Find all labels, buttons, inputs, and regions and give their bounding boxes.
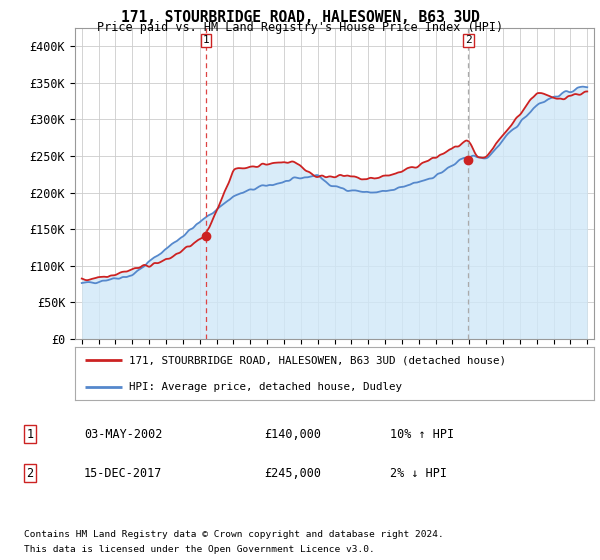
Text: 171, STOURBRIDGE ROAD, HALESOWEN, B63 3UD: 171, STOURBRIDGE ROAD, HALESOWEN, B63 3U… — [121, 10, 479, 25]
Text: Contains HM Land Registry data © Crown copyright and database right 2024.: Contains HM Land Registry data © Crown c… — [24, 530, 444, 539]
Text: HPI: Average price, detached house, Dudley: HPI: Average price, detached house, Dudl… — [130, 382, 403, 392]
Text: £140,000: £140,000 — [264, 427, 321, 441]
Text: 1: 1 — [26, 427, 34, 441]
Text: 15-DEC-2017: 15-DEC-2017 — [84, 466, 163, 480]
Text: 2% ↓ HPI: 2% ↓ HPI — [390, 466, 447, 480]
Text: 03-MAY-2002: 03-MAY-2002 — [84, 427, 163, 441]
Text: 2: 2 — [465, 35, 472, 45]
Text: £245,000: £245,000 — [264, 466, 321, 480]
Text: 171, STOURBRIDGE ROAD, HALESOWEN, B63 3UD (detached house): 171, STOURBRIDGE ROAD, HALESOWEN, B63 3U… — [130, 356, 506, 366]
Text: This data is licensed under the Open Government Licence v3.0.: This data is licensed under the Open Gov… — [24, 545, 375, 554]
Text: 1: 1 — [202, 35, 209, 45]
Text: Price paid vs. HM Land Registry's House Price Index (HPI): Price paid vs. HM Land Registry's House … — [97, 21, 503, 34]
Text: 10% ↑ HPI: 10% ↑ HPI — [390, 427, 454, 441]
Text: 2: 2 — [26, 466, 34, 480]
